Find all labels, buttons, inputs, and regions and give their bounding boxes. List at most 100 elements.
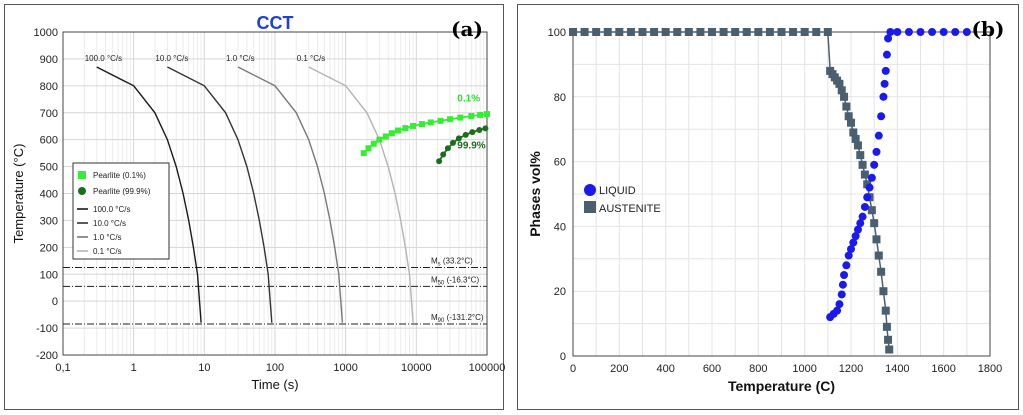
pearlite-point [440,151,447,158]
austenite-point [731,28,740,36]
austenite-point [849,128,858,137]
austenite-point [835,79,844,88]
austenite-point [870,219,879,228]
austenite-point [885,345,894,354]
austenite-point [580,28,589,36]
y-tick-label: 1000 [34,27,58,39]
liquid-point [851,232,860,241]
austenite-point [812,28,821,36]
legend-label: Pearlite (99.9%) [93,187,151,196]
austenite-point [615,28,624,36]
liquid-point [893,28,902,36]
martensite-label-prefix: M [431,257,438,266]
y-tick-label: 20 [554,286,566,298]
liquid-point [928,28,937,36]
legend-marker-austenite [584,201,596,213]
y-tick-label: 600 [40,135,58,147]
liquid-point [838,280,847,289]
y-tick-label: 300 [40,215,58,227]
martensite-label-sub: s [438,262,441,268]
legend-label: 10.0 °C/s [93,219,126,228]
martensite-label: M90 (-131.2°C) [431,313,484,324]
y-tick-label: -100 [36,323,58,335]
x-tick-label: 1600 [931,363,955,375]
pearlite-point [455,135,462,142]
y-tick-label: 60 [554,157,566,169]
austenite-point [840,92,849,101]
austenite-point [569,28,577,36]
pearlite-point [402,125,409,132]
martensite-label-prefix: M [431,313,438,322]
austenite-point [638,28,647,36]
austenite-point [881,306,890,315]
austenite-point [851,134,860,143]
chart-title: CCT [257,13,294,33]
cooling-curve-2 [237,66,344,323]
y-tick-label: 800 [40,81,58,93]
x-tick-label: 1800 [978,363,1002,375]
liquid-point [849,238,858,247]
liquid-point [833,306,842,315]
liquid-point [880,79,889,88]
liquid-point [858,212,867,221]
x-tick-label: 1400 [885,363,909,375]
pearlite-annotation: 0.1% [457,93,480,104]
panel-label-a: (a) [451,17,483,41]
x-tick-label: 10 [198,362,210,374]
martensite-label-sub: 90 [438,318,445,324]
legend-label: Pearlite (0.1%) [93,171,146,180]
liquid-point [860,202,869,211]
cct-chart: 0,1 1 10 100 1000 10000 100000 -200 -100 0 100 200 3… [11,13,505,392]
y-tick-label: 100 [40,269,58,281]
austenite-point [882,322,891,331]
cooling-curve-1 [167,66,273,323]
pearlite-point [436,158,443,165]
pearlite-point [449,139,456,146]
martensite-label-suffix: (-16.3°C) [444,275,479,284]
pearlite-point [394,127,401,134]
martensite-label: M50 (-16.3°C) [431,275,479,286]
y-tick-label: 100 [548,27,566,39]
pearlite-point [484,111,490,118]
pearlite-point [382,133,389,140]
austenite-point [661,28,670,36]
liquid-point [870,160,879,169]
legend-label: 1.0 °C/s [93,233,122,242]
x-tick-label: 600 [703,363,721,375]
liquid-point [856,219,865,228]
cooling-curve-label: 1.0 °C/s [226,54,255,63]
liquid-point [865,183,874,192]
y-tick-label: 40 [554,221,566,233]
austenite-point [879,287,888,296]
austenite-point [696,28,705,36]
austenite-point [867,206,876,215]
liquid-point [847,245,855,254]
y-tick-label: -200 [36,350,58,362]
legend-label: 0.1 °C/s [93,247,122,256]
martensite-label-suffix: (-131.2°C) [444,313,484,322]
pearlite-point [468,112,475,119]
liquid-point [853,225,862,234]
x-tick-label: 0,1 [55,362,70,374]
phases-chart: 0 200 400 600 800 1000 1200 1400 1600 1800 0 20 40 60… [527,17,1004,394]
cooling-curve-0 [96,66,202,323]
legend-marker [78,171,86,179]
austenite-point [603,28,612,36]
liquid-point [844,251,853,260]
pearlite-point [447,116,454,123]
cooling-curve-label: 100.0 °C/s [85,54,122,63]
liquid-point [886,28,895,36]
chart-panel-a: 0,1 1 10 100 1000 10000 100000 -200 -100 0 100 200 3… [4,4,505,410]
y-tick-label: 900 [40,54,58,66]
y-tick-label: 400 [40,189,58,201]
austenite-point [626,28,635,36]
pearlite-point [457,114,464,121]
austenite-point [650,28,659,36]
legend-label-austenite: AUSTENITE [599,203,661,215]
legend-label-liquid: LIQUID [599,185,636,197]
liquid-point [882,50,891,59]
martensite-label-suffix: (33.2°C) [441,257,473,266]
pearlite-point [370,140,377,147]
liquid-point [835,300,844,309]
y-tick-label: 500 [40,162,58,174]
